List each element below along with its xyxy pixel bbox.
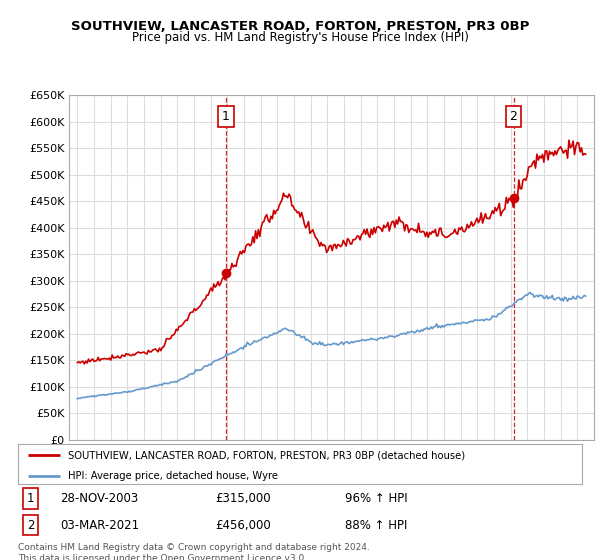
- Text: 2: 2: [509, 110, 517, 123]
- Text: 1: 1: [222, 110, 230, 123]
- Text: £456,000: £456,000: [215, 519, 271, 532]
- Text: 2: 2: [26, 519, 34, 532]
- Text: £315,000: £315,000: [215, 492, 271, 505]
- Text: Contains HM Land Registry data © Crown copyright and database right 2024.
This d: Contains HM Land Registry data © Crown c…: [18, 543, 370, 560]
- Text: SOUTHVIEW, LANCASTER ROAD, FORTON, PRESTON, PR3 0BP (detached house): SOUTHVIEW, LANCASTER ROAD, FORTON, PREST…: [68, 450, 465, 460]
- Text: 28-NOV-2003: 28-NOV-2003: [60, 492, 139, 505]
- Text: Price paid vs. HM Land Registry's House Price Index (HPI): Price paid vs. HM Land Registry's House …: [131, 31, 469, 44]
- Text: 03-MAR-2021: 03-MAR-2021: [60, 519, 139, 532]
- Text: HPI: Average price, detached house, Wyre: HPI: Average price, detached house, Wyre: [68, 470, 278, 480]
- Text: 96% ↑ HPI: 96% ↑ HPI: [345, 492, 408, 505]
- Text: 1: 1: [26, 492, 34, 505]
- Text: 88% ↑ HPI: 88% ↑ HPI: [345, 519, 407, 532]
- Text: SOUTHVIEW, LANCASTER ROAD, FORTON, PRESTON, PR3 0BP: SOUTHVIEW, LANCASTER ROAD, FORTON, PREST…: [71, 20, 529, 32]
